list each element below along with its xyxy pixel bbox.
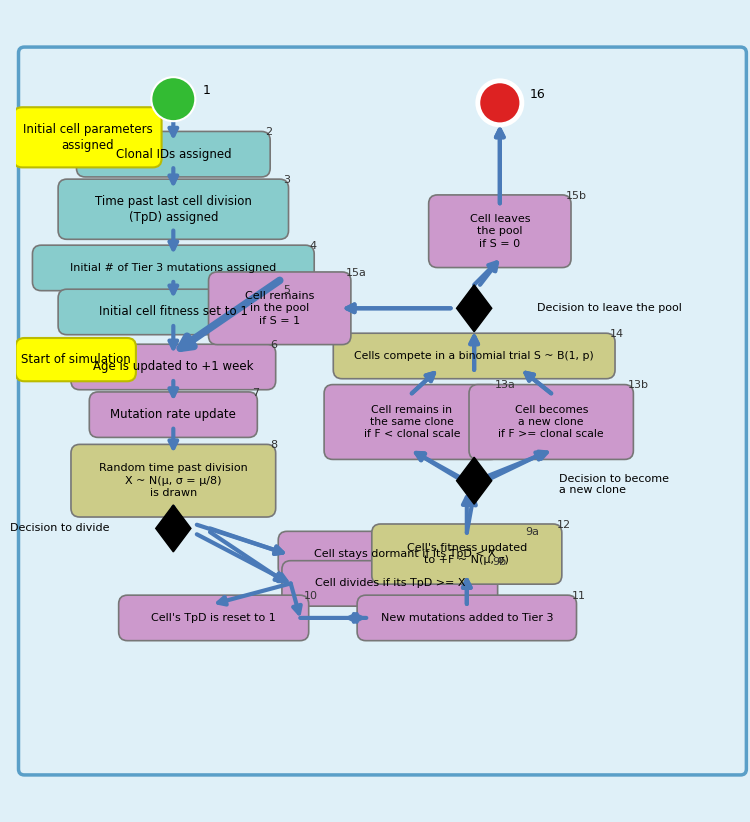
Text: Age is updated to +1 week: Age is updated to +1 week <box>93 361 254 373</box>
Text: New mutations added to Tier 3: New mutations added to Tier 3 <box>380 613 553 623</box>
FancyBboxPatch shape <box>469 385 634 459</box>
Text: Cell remains
in the pool
if S = 1: Cell remains in the pool if S = 1 <box>245 291 314 326</box>
Text: Initial # of Tier 3 mutations assigned: Initial # of Tier 3 mutations assigned <box>70 263 277 273</box>
Text: Cell's TpD is reset to 1: Cell's TpD is reset to 1 <box>152 613 276 623</box>
Text: Cell remains in
the same clone
if F < clonal scale: Cell remains in the same clone if F < cl… <box>364 404 460 440</box>
Text: Random time past division
X ~ N(μ, σ = μ/8)
is drawn: Random time past division X ~ N(μ, σ = μ… <box>99 464 248 498</box>
Text: 4: 4 <box>309 241 316 251</box>
Text: 11: 11 <box>572 591 585 601</box>
Text: 13a: 13a <box>494 381 515 390</box>
FancyBboxPatch shape <box>324 385 500 459</box>
Text: 10: 10 <box>304 591 317 601</box>
Text: 15b: 15b <box>566 191 586 201</box>
Text: Decision to divide: Decision to divide <box>10 524 109 533</box>
FancyBboxPatch shape <box>118 595 309 640</box>
Text: 1: 1 <box>202 84 211 97</box>
FancyBboxPatch shape <box>209 272 351 344</box>
Circle shape <box>478 81 522 125</box>
Text: Time past last cell division
(TpD) assigned: Time past last cell division (TpD) assig… <box>95 195 252 224</box>
Text: 7: 7 <box>252 388 260 398</box>
Polygon shape <box>457 284 492 332</box>
FancyBboxPatch shape <box>76 132 270 177</box>
FancyBboxPatch shape <box>16 338 136 381</box>
Text: Cells compete in a binomial trial S ~ B(1, p): Cells compete in a binomial trial S ~ B(… <box>354 351 594 361</box>
Text: Cell stays dormant if its TpD < X: Cell stays dormant if its TpD < X <box>314 549 495 559</box>
Text: Cell divides if its TpD >= X: Cell divides if its TpD >= X <box>314 579 465 589</box>
Text: Decision to become
a new clone: Decision to become a new clone <box>559 473 668 495</box>
Text: 3: 3 <box>284 175 290 185</box>
FancyBboxPatch shape <box>89 392 257 437</box>
FancyBboxPatch shape <box>278 531 531 577</box>
FancyBboxPatch shape <box>13 107 161 168</box>
Text: 6: 6 <box>271 340 278 350</box>
Text: Clonal IDs assigned: Clonal IDs assigned <box>116 148 231 160</box>
FancyBboxPatch shape <box>71 344 276 390</box>
Circle shape <box>152 77 195 121</box>
FancyBboxPatch shape <box>333 333 615 379</box>
FancyBboxPatch shape <box>58 289 289 335</box>
Text: 12: 12 <box>556 520 571 530</box>
Text: Initial cell fitness set to 1: Initial cell fitness set to 1 <box>99 306 248 318</box>
Polygon shape <box>156 505 191 552</box>
Polygon shape <box>457 457 492 504</box>
FancyBboxPatch shape <box>32 245 314 291</box>
Text: Mutation rate update: Mutation rate update <box>110 409 236 421</box>
Text: Decision to leave the pool: Decision to leave the pool <box>536 303 682 313</box>
Text: 9b: 9b <box>493 556 506 566</box>
Text: Initial cell parameters
assigned: Initial cell parameters assigned <box>22 122 152 152</box>
FancyBboxPatch shape <box>429 195 571 267</box>
Text: 8: 8 <box>271 441 278 450</box>
Text: Cell becomes
a new clone
if F >= clonal scale: Cell becomes a new clone if F >= clonal … <box>499 404 604 440</box>
Text: Cell leaves
the pool
if S = 0: Cell leaves the pool if S = 0 <box>470 214 530 248</box>
FancyBboxPatch shape <box>58 179 289 239</box>
FancyBboxPatch shape <box>282 561 498 606</box>
Text: Start of simulation: Start of simulation <box>21 353 130 366</box>
FancyBboxPatch shape <box>357 595 577 640</box>
FancyBboxPatch shape <box>71 445 276 517</box>
Text: 9a: 9a <box>526 527 539 538</box>
Text: 14: 14 <box>610 329 624 339</box>
Text: 5: 5 <box>284 285 290 295</box>
Text: 15a: 15a <box>346 268 367 278</box>
FancyBboxPatch shape <box>372 524 562 584</box>
Text: 16: 16 <box>530 87 545 100</box>
FancyBboxPatch shape <box>19 47 746 775</box>
Text: 13b: 13b <box>628 381 650 390</box>
Text: 2: 2 <box>265 127 272 137</box>
Text: Cell's fitness updated
to +F ~ N(μ, σ): Cell's fitness updated to +F ~ N(μ, σ) <box>406 543 527 566</box>
